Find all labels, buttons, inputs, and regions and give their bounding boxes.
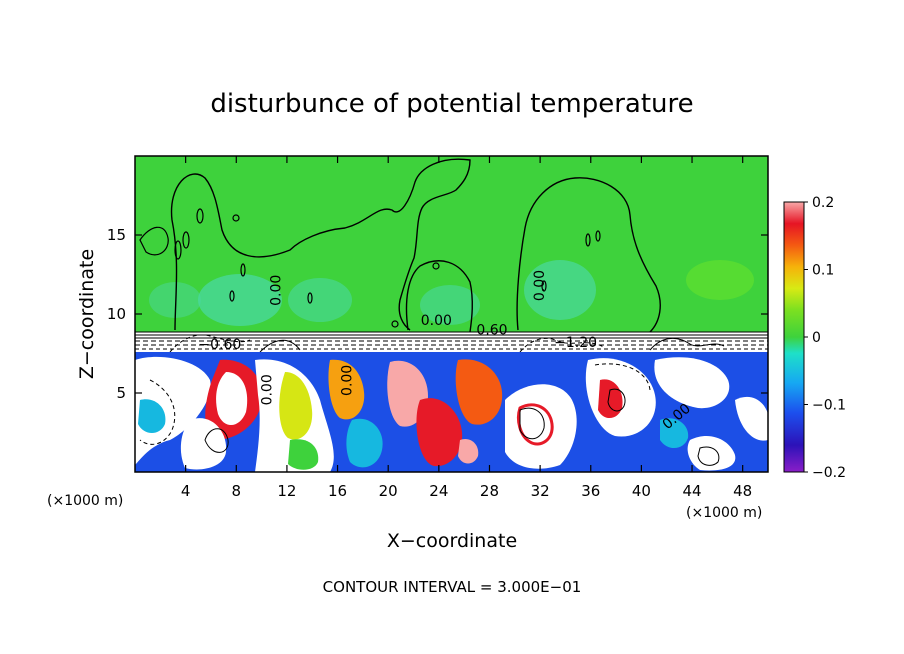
plot-area: 0.000.000.00−0.600.60−1.200.000.000.00 [135,156,768,472]
x-tick-label: 48 [733,482,752,500]
colorbar-tick-label: 0.1 [812,263,834,279]
contour-interval-note: CONTOUR INTERVAL = 3.000E−01 [323,578,582,596]
contour-line [405,260,473,333]
contour-label: 0.00 [421,313,452,329]
contour-small-loops [174,208,601,328]
cyan-patch [149,282,201,318]
x-tick-label: 4 [181,482,191,500]
x-unit-label-right: (×1000 m) [686,505,762,521]
colorbar-tick-label: 0.2 [812,195,834,211]
x-axis: 4 8 12 16 20 24 28 32 36 40 44 48 [181,156,752,500]
chart-title: disturbunce of potential temperature [210,89,693,119]
cyan-patch [198,274,282,326]
x-tick-label: 36 [581,482,600,500]
x-tick-label: 32 [531,482,550,500]
y-tick-label: 15 [107,226,126,244]
y-axis-label: Z−coordinate [76,249,98,379]
contour-label: 0.00 [260,374,276,405]
x-unit-label-left: (×1000 m) [47,493,123,509]
colorbar-ticks: 0.2 0.1 0 −0.1 −0.2 [804,195,846,481]
y-tick-label: 5 [116,384,126,402]
yellowgreen-patch [686,260,754,300]
colorbar-gradient [783,201,805,473]
contour-label: 0.00 [269,275,285,306]
x-axis-label: X−coordinate [387,530,517,552]
colorbar-tick-label: 0 [812,330,821,346]
contour-label: 0.00 [339,365,355,396]
colorbar: 0.2 0.1 0 −0.1 −0.2 [783,195,846,481]
x-tick-label: 20 [379,482,398,500]
y-axis: 5 10 15 [107,226,768,402]
contour-line [516,177,661,333]
contour-label: −0.60 [198,337,241,353]
contour-label: −1.20 [554,335,597,351]
x-tick-label: 44 [682,482,701,500]
x-tick-label: 40 [632,482,651,500]
cyan-patch [420,285,480,325]
contour-label: 0.00 [532,270,548,301]
x-tick-label: 24 [429,482,448,500]
x-tick-label: 16 [328,482,347,500]
x-tick-label: 28 [480,482,499,500]
contour-line [170,158,471,331]
colorbar-tick-label: −0.2 [812,465,846,481]
y-tick-label: 10 [107,305,126,323]
contour-line [139,226,169,256]
contour-label: 0.60 [476,323,507,339]
cyan-patch [288,278,352,322]
cyan-patch [524,260,596,320]
x-tick-label: 12 [277,482,296,500]
tropopause-band [135,332,768,352]
lower-contours [139,363,720,466]
colorbar-tick-label: −0.1 [812,398,846,414]
anomaly-blobs [135,356,768,472]
tropopause-contours [135,331,768,353]
x-tick-label: 8 [232,482,242,500]
